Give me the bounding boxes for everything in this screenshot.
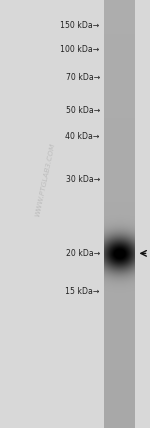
Text: 150 kDa→: 150 kDa→ xyxy=(60,21,100,30)
Text: 15 kDa→: 15 kDa→ xyxy=(65,286,100,296)
Text: 100 kDa→: 100 kDa→ xyxy=(60,45,100,54)
Text: 20 kDa→: 20 kDa→ xyxy=(66,249,100,258)
Text: 50 kDa→: 50 kDa→ xyxy=(66,106,100,115)
Text: 70 kDa→: 70 kDa→ xyxy=(66,73,100,83)
Text: 40 kDa→: 40 kDa→ xyxy=(65,131,100,141)
Text: 30 kDa→: 30 kDa→ xyxy=(66,175,100,184)
Text: WWW.PTGLAB3.COM: WWW.PTGLAB3.COM xyxy=(34,142,56,217)
